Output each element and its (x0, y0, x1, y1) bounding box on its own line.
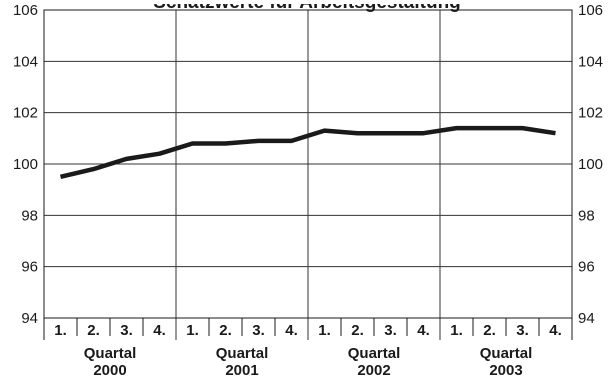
x-tick-label: 2. (351, 322, 364, 339)
year-group-year: 2003 (489, 362, 522, 379)
y-tick-label-left: 94 (21, 310, 38, 327)
year-group-year: 2002 (357, 362, 390, 379)
y-tick-label-right: 94 (578, 310, 595, 327)
x-tick-label: 1. (318, 322, 331, 339)
year-separator-lines (175, 10, 441, 340)
x-tick-label: 4. (153, 322, 166, 339)
x-tick-label: 4. (549, 322, 562, 339)
y-tick-label-left: 96 (21, 259, 38, 276)
x-tick-label: 3. (384, 322, 397, 339)
series-layer (59, 125, 556, 179)
year-group-label: Quartal (480, 345, 533, 362)
chart-title: Schätzwerte für Arbeitsgestaltung (153, 0, 461, 13)
year-group-label: Quartal (84, 345, 137, 362)
y-tick-label-left: 104 (13, 53, 38, 70)
x-tick-label: 3. (252, 322, 265, 339)
year-group-label: Quartal (216, 345, 269, 362)
year-group-year: 2000 (93, 362, 126, 379)
y-tick-label-right: 102 (578, 105, 603, 122)
y-tick-label-left: 98 (21, 207, 38, 224)
y-tick-label-right: 96 (578, 259, 595, 276)
year-group-label: Quartal (348, 345, 401, 362)
y-tick-label-right: 106 (578, 2, 603, 19)
x-tick-label: 1. (186, 322, 199, 339)
x-tick-label: 4. (417, 322, 430, 339)
x-tick-label: 1. (450, 322, 463, 339)
x-tick-label: 4. (285, 322, 298, 339)
plot-frame (43, 9, 573, 319)
series-line (59, 125, 556, 179)
year-group-year: 2001 (225, 362, 258, 379)
x-tick-label: 2. (87, 322, 100, 339)
x-tick-label: 1. (54, 322, 67, 339)
left-y-axis: 94 96 98 100 102 104 106 (13, 2, 38, 327)
y-tick-label-left: 106 (13, 2, 38, 19)
x-tick-label: 3. (120, 322, 133, 339)
y-tick-label-left: 102 (13, 105, 38, 122)
x-tick-label: 2. (219, 322, 232, 339)
y-tick-label-right: 104 (578, 53, 603, 70)
y-tick-label-left: 100 (13, 156, 38, 173)
x-axis: 1. 2. 3. 4. 1. 2. 3. 4. 1. 2. 3. 4. 1. 2. 3. 4.Quartal2… (43, 318, 573, 379)
y-tick-label-right: 100 (578, 156, 603, 173)
right-y-axis: 94 96 98 100 102 104 106 (578, 2, 603, 327)
y-tick-label-right: 98 (578, 207, 595, 224)
x-tick-label: 2. (483, 322, 496, 339)
x-tick-label: 3. (516, 322, 529, 339)
